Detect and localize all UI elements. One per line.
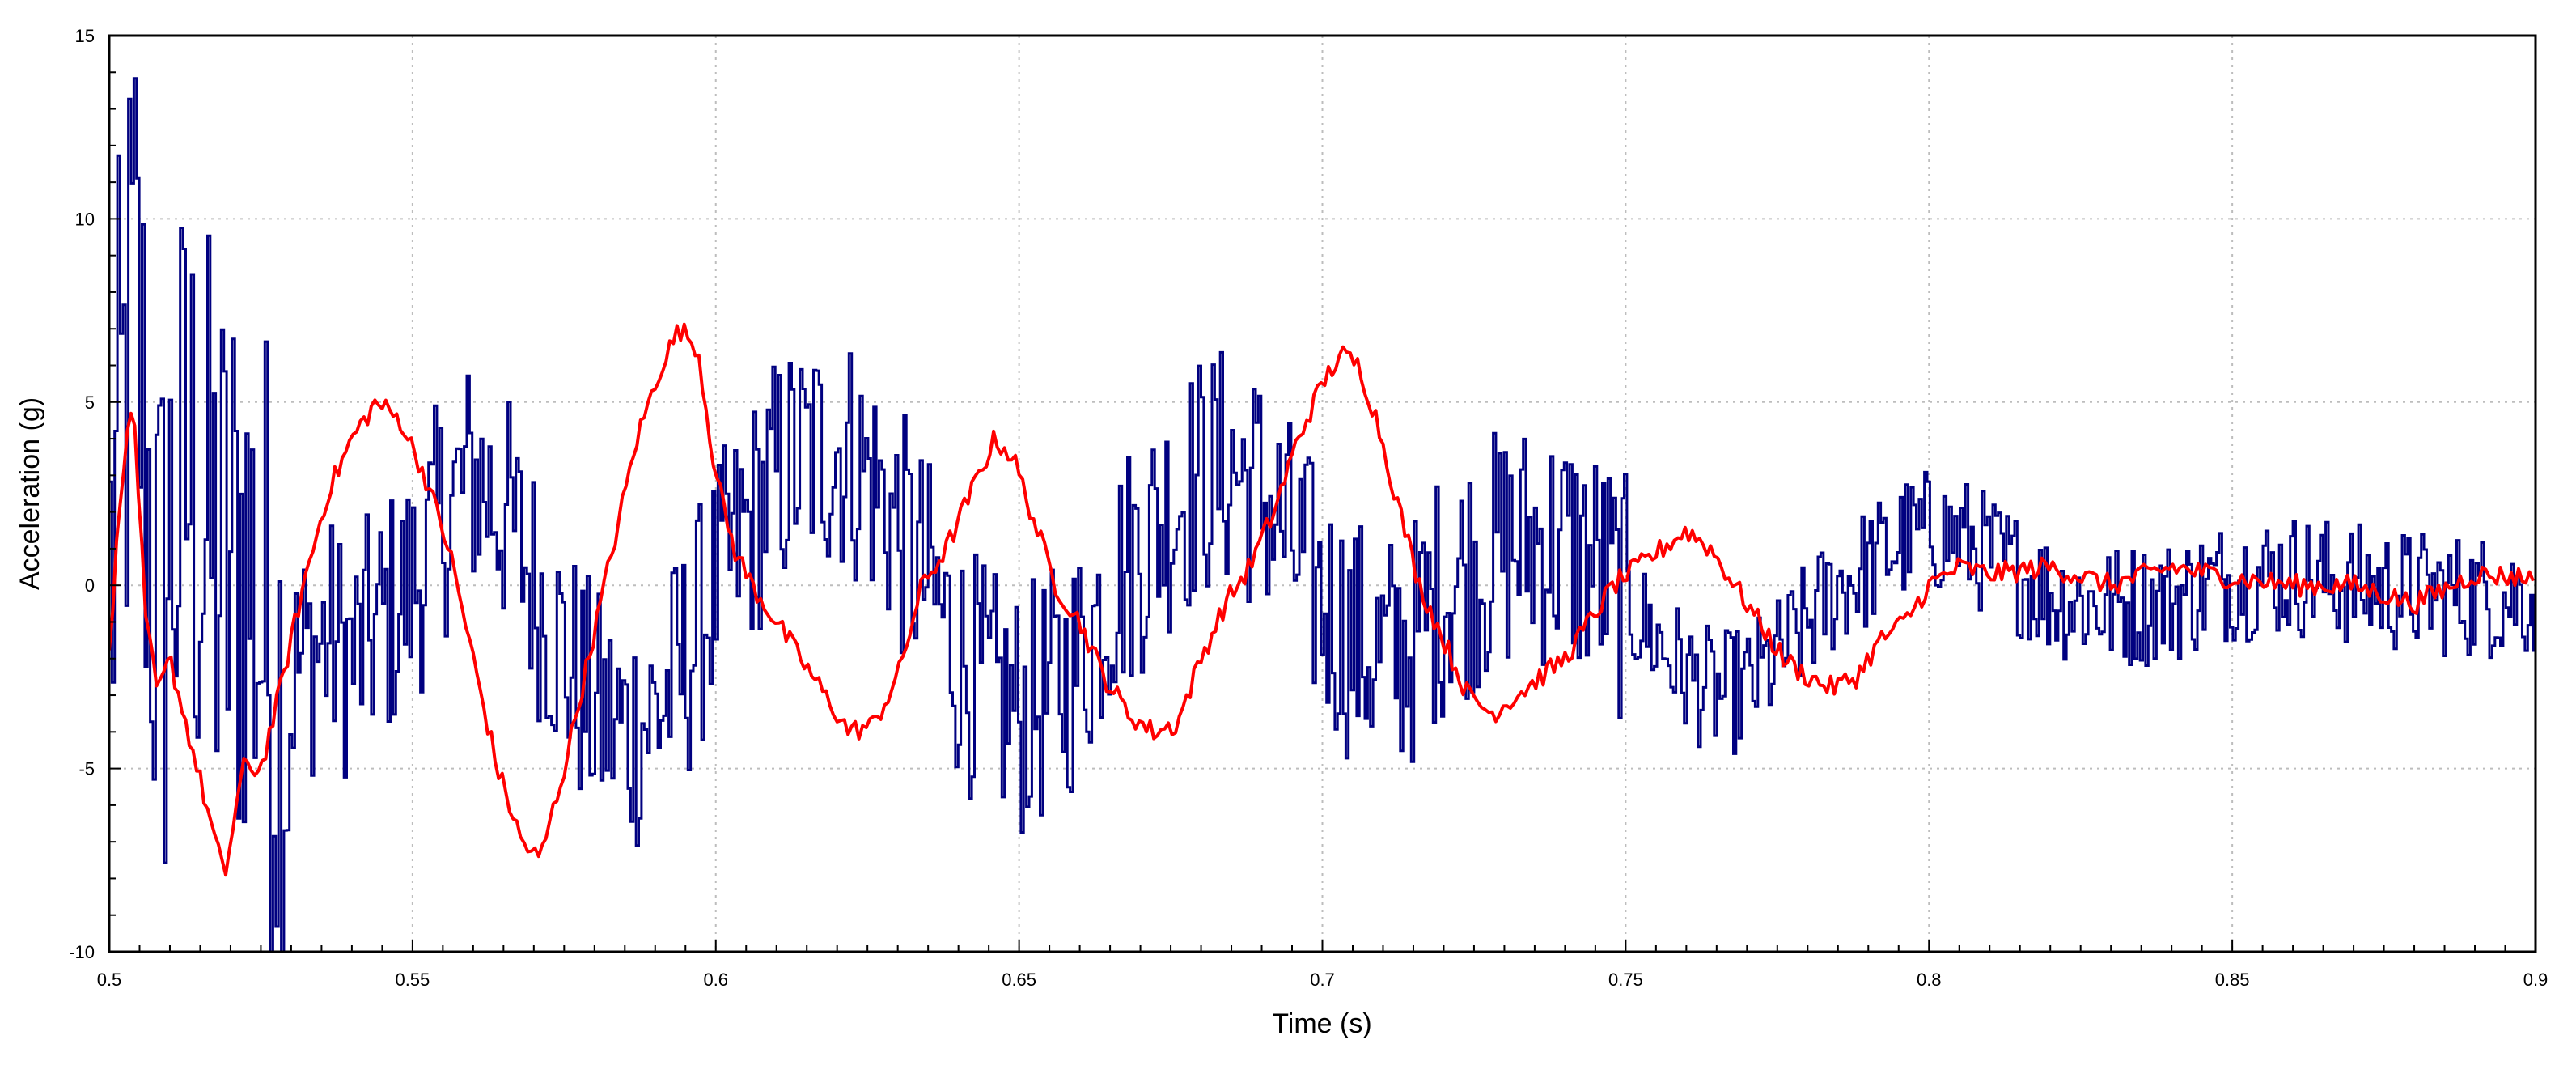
- series-line-red: [109, 322, 2535, 877]
- y-axis-title: Acceleration (g): [15, 397, 45, 590]
- x-axis-title: Time (s): [1272, 1008, 1371, 1039]
- x-tick-label: 0.7: [1310, 970, 1335, 990]
- series-line-blue: [109, 77, 2536, 952]
- x-tick-label: 0.55: [395, 970, 430, 990]
- x-tick-labels: 0.5 0.55 0.6 0.65 0.7 0.75 0.8 0.85 0.9: [97, 970, 2548, 990]
- y-tick-labels: -10 -5 0 5 10 15: [69, 26, 95, 962]
- series-layer: [109, 77, 2536, 952]
- axis-ticks: [108, 35, 2536, 953]
- y-tick-label: -10: [69, 942, 95, 962]
- x-tick-label: 0.5: [97, 970, 122, 990]
- y-tick-label: 5: [85, 393, 95, 413]
- y-tick-label: 0: [85, 575, 95, 596]
- x-tick-label: 0.8: [1917, 970, 1942, 990]
- x-tick-label: 0.9: [2523, 970, 2548, 990]
- y-tick-label: -5: [78, 759, 95, 779]
- x-tick-label: 0.75: [1608, 970, 1643, 990]
- x-tick-label: 0.6: [703, 970, 728, 990]
- x-tick-label: 0.65: [1002, 970, 1036, 990]
- y-tick-label: 10: [75, 209, 95, 229]
- y-tick-label: 15: [75, 26, 95, 46]
- x-tick-label: 0.85: [2215, 970, 2250, 990]
